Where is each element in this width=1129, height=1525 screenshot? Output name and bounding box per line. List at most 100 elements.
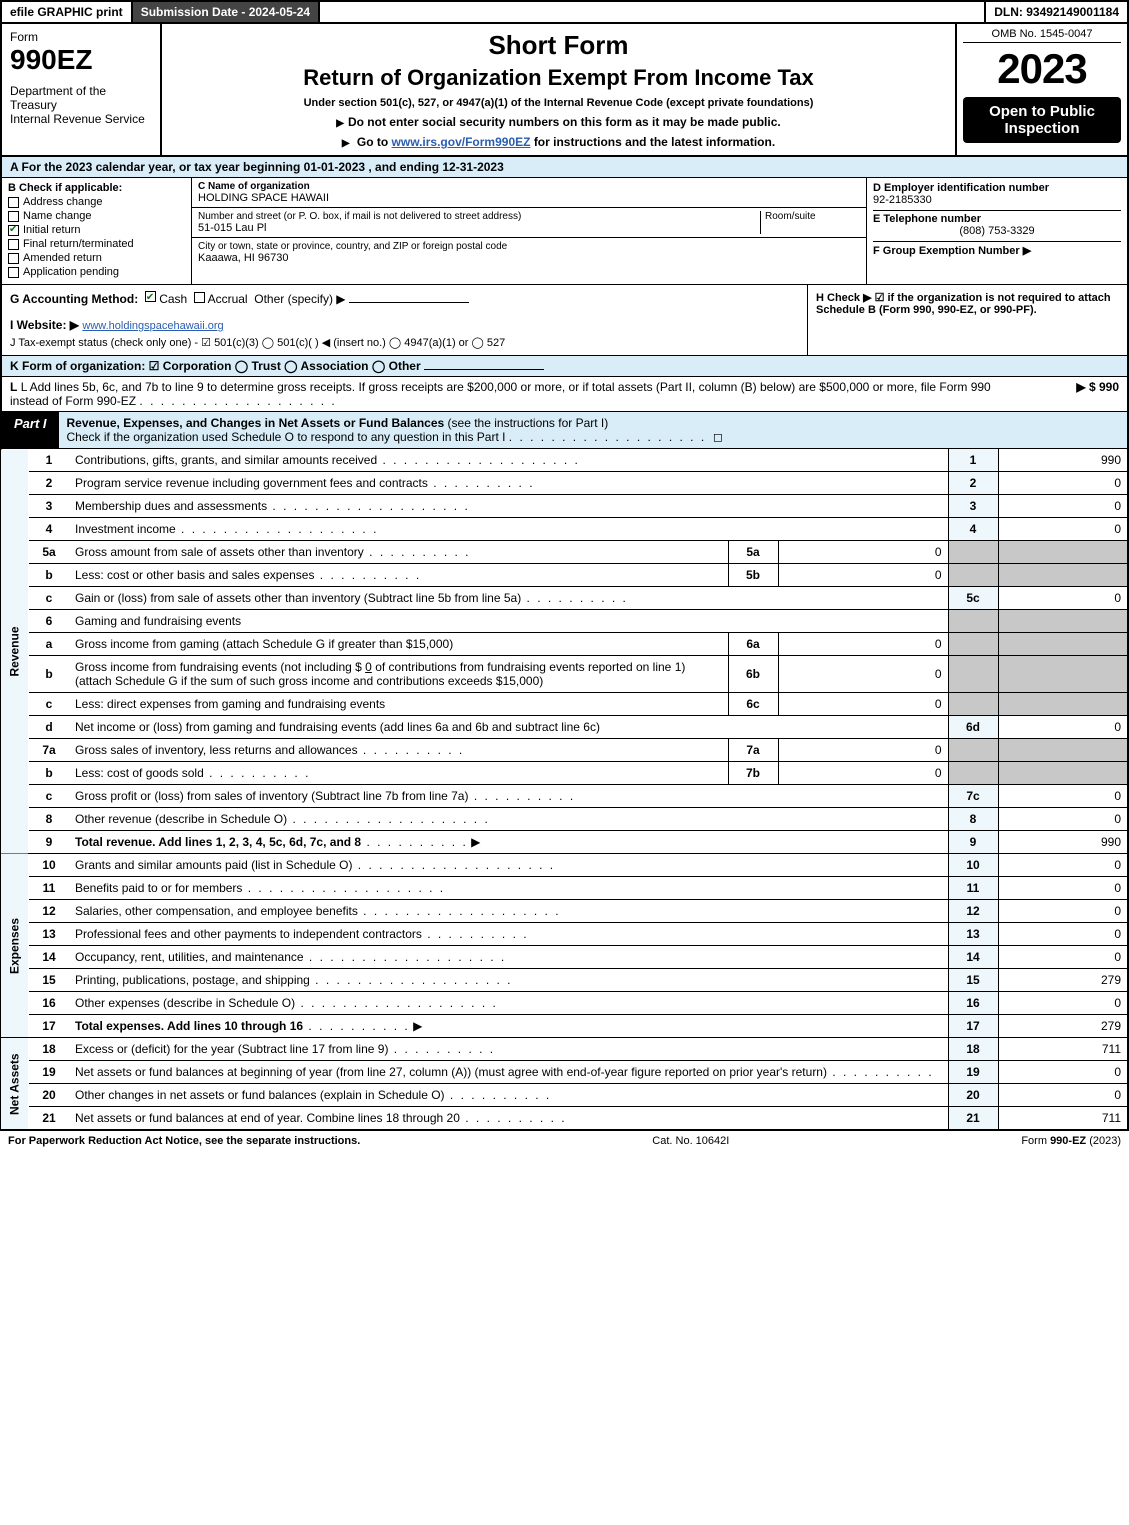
form-header: Form 990EZ Department of the Treasury In… <box>0 24 1129 157</box>
section-GH: G Accounting Method: Cash Accrual Other … <box>0 285 1129 356</box>
row-5c: c Gain or (loss) from sale of assets oth… <box>1 587 1128 610</box>
C-street-label: Number and street (or P. O. box, if mail… <box>198 211 760 222</box>
val-6d: 0 <box>998 716 1128 739</box>
row-16: 16 Other expenses (describe in Schedule … <box>1 992 1128 1015</box>
E-tel-label: E Telephone number <box>873 210 1121 225</box>
row-7b: b Less: cost of goods sold 7b 0 <box>1 762 1128 785</box>
val-5b: 0 <box>778 564 948 587</box>
val-19: 0 <box>998 1061 1128 1084</box>
val-14: 0 <box>998 946 1128 969</box>
checkbox-final-return[interactable] <box>8 239 19 250</box>
val-5c: 0 <box>998 587 1128 610</box>
section-K: K Form of organization: ☑ Corporation ◯ … <box>0 356 1129 377</box>
row-6c: c Less: direct expenses from gaming and … <box>1 693 1128 716</box>
row-1: Revenue 1 Contributions, gifts, grants, … <box>1 449 1128 472</box>
val-13: 0 <box>998 923 1128 946</box>
row-20: 20 Other changes in net assets or fund b… <box>1 1084 1128 1107</box>
val-7c: 0 <box>998 785 1128 808</box>
form-number: 990EZ <box>10 44 152 76</box>
row-4: 4 Investment income 4 0 <box>1 518 1128 541</box>
part-I-header: Part I Revenue, Expenses, and Changes in… <box>0 412 1129 449</box>
B-label: B Check if applicable: <box>8 182 185 194</box>
val-7b: 0 <box>778 762 948 785</box>
org-street: 51-015 Lau Pl <box>198 222 760 234</box>
revenue-side-label: Revenue <box>1 449 29 854</box>
checkbox-accrual[interactable] <box>194 292 205 303</box>
K-blank[interactable] <box>424 369 544 370</box>
B-app-pending: Application pending <box>23 266 119 278</box>
goto-line: Go to www.irs.gov/Form990EZ for instruct… <box>172 135 945 149</box>
row-7a: 7a Gross sales of inventory, less return… <box>1 739 1128 762</box>
val-6a: 0 <box>778 633 948 656</box>
col-C: C Name of organization HOLDING SPACE HAW… <box>192 178 867 284</box>
G-label: G Accounting Method: <box>10 292 138 306</box>
footer-mid: Cat. No. 10642I <box>652 1135 729 1147</box>
row-21: 21 Net assets or fund balances at end of… <box>1 1107 1128 1130</box>
B-address-change: Address change <box>23 196 103 208</box>
expenses-side-label: Expenses <box>1 854 29 1038</box>
val-7a: 0 <box>778 739 948 762</box>
goto-pre: Go to <box>357 135 392 149</box>
row-5a: 5a Gross amount from sale of assets othe… <box>1 541 1128 564</box>
row-10: Expenses 10 Grants and similar amounts p… <box>1 854 1128 877</box>
irs-link[interactable]: www.irs.gov/Form990EZ <box>392 135 531 149</box>
checkbox-name-change[interactable] <box>8 211 19 222</box>
top-bar: efile GRAPHIC print Submission Date - 20… <box>0 0 1129 24</box>
tel-value: (808) 753-3329 <box>873 225 1121 237</box>
footer-right: Form 990-EZ (2023) <box>1021 1135 1121 1147</box>
val-9: 990 <box>998 831 1128 854</box>
omb-number: OMB No. 1545-0047 <box>963 28 1121 43</box>
checkbox-app-pending[interactable] <box>8 267 19 278</box>
checkbox-address-change[interactable] <box>8 197 19 208</box>
footer-left: For Paperwork Reduction Act Notice, see … <box>8 1135 360 1147</box>
checkbox-initial-return[interactable] <box>8 225 19 236</box>
ssn-warning: Do not enter social security numbers on … <box>172 115 945 129</box>
val-11: 0 <box>998 877 1128 900</box>
open-to-public: Open to Public Inspection <box>963 97 1121 143</box>
J-line: J Tax-exempt status (check only one) - ☑… <box>10 336 799 349</box>
part-I-title: Revenue, Expenses, and Changes in Net As… <box>59 412 1127 448</box>
subtitle: Under section 501(c), 527, or 4947(a)(1)… <box>172 97 945 109</box>
row-15: 15 Printing, publications, postage, and … <box>1 969 1128 992</box>
row-8: 8 Other revenue (describe in Schedule O)… <box>1 808 1128 831</box>
row-11: 11 Benefits paid to or for members 11 0 <box>1 877 1128 900</box>
tax-year: 2023 <box>963 45 1121 93</box>
topbar-spacer <box>320 2 986 22</box>
I-label: I Website: ▶ <box>10 318 79 332</box>
H-text: H Check ▶ ☑ if the organization is not r… <box>816 292 1111 316</box>
header-left: Form 990EZ Department of the Treasury In… <box>2 24 162 155</box>
part-I-checkbox[interactable]: ◻ <box>713 430 723 444</box>
L-amount: ▶ $ 990 <box>1029 380 1119 408</box>
row-6d: d Net income or (loss) from gaming and f… <box>1 716 1128 739</box>
website-link[interactable]: www.holdingspacehawaii.org <box>82 320 223 332</box>
B-initial-return: Initial return <box>23 224 80 236</box>
row-14: 14 Occupancy, rent, utilities, and maint… <box>1 946 1128 969</box>
row-5b: b Less: cost or other basis and sales ex… <box>1 564 1128 587</box>
val-2: 0 <box>998 472 1128 495</box>
val-18: 711 <box>998 1038 1128 1061</box>
checkbox-cash[interactable] <box>145 291 156 302</box>
val-20: 0 <box>998 1084 1128 1107</box>
ein-value: 92-2185330 <box>873 194 1121 206</box>
row-6b: b Gross income from fundraising events (… <box>1 656 1128 693</box>
form-word: Form <box>10 30 152 44</box>
val-10: 0 <box>998 854 1128 877</box>
C-room-label: Room/suite <box>765 211 860 222</box>
col-B: B Check if applicable: Address change Na… <box>2 178 192 284</box>
G-other-blank[interactable] <box>349 302 469 303</box>
row-6: 6 Gaming and fundraising events <box>1 610 1128 633</box>
val-5a: 0 <box>778 541 948 564</box>
dln: DLN: 93492149001184 <box>986 2 1127 22</box>
val-16: 0 <box>998 992 1128 1015</box>
page-footer: For Paperwork Reduction Act Notice, see … <box>0 1130 1129 1151</box>
val-8: 0 <box>998 808 1128 831</box>
F-group-label: F Group Exemption Number ▶ <box>873 241 1121 257</box>
line-A-text: A For the 2023 calendar year, or tax yea… <box>10 160 504 174</box>
val-6c: 0 <box>778 693 948 716</box>
header-center: Short Form Return of Organization Exempt… <box>162 24 957 155</box>
lines-table: Revenue 1 Contributions, gifts, grants, … <box>0 449 1129 1130</box>
checkbox-amended[interactable] <box>8 253 19 264</box>
val-6b-contrib: 0 <box>365 660 372 674</box>
val-21: 711 <box>998 1107 1128 1130</box>
efile-label[interactable]: efile GRAPHIC print <box>2 2 133 22</box>
